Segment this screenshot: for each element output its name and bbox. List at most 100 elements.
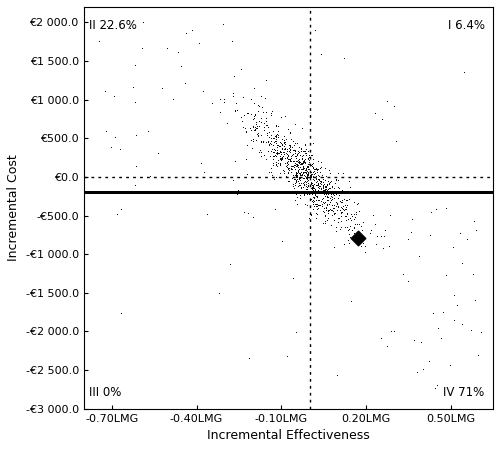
Point	[338, 196, 345, 203]
Point	[460, 68, 468, 75]
Point	[348, 226, 356, 233]
Point	[244, 110, 252, 117]
Point	[292, 158, 300, 165]
Point	[188, 26, 196, 34]
Point	[350, 198, 358, 205]
Point	[272, 133, 280, 141]
Point	[271, 137, 279, 145]
Point	[314, 189, 322, 196]
Point	[296, 172, 304, 179]
Point	[267, 168, 275, 175]
Point	[272, 132, 280, 139]
Point	[284, 156, 292, 163]
Point	[310, 184, 318, 191]
Point	[278, 141, 286, 149]
Point	[132, 163, 140, 170]
Point	[290, 275, 298, 282]
Point	[319, 199, 327, 206]
Point	[294, 159, 302, 166]
Point	[308, 162, 316, 169]
Point	[294, 167, 302, 174]
Point	[330, 185, 338, 192]
Point	[299, 151, 307, 158]
Point	[293, 172, 301, 180]
Point	[322, 185, 330, 193]
Point	[302, 166, 310, 173]
Point	[301, 200, 309, 207]
Point	[332, 191, 340, 198]
Point	[294, 175, 302, 182]
Point	[361, 242, 369, 250]
Point	[226, 260, 234, 268]
Point	[312, 165, 320, 172]
Point	[477, 328, 485, 335]
Point	[299, 184, 307, 191]
Point	[320, 194, 328, 202]
Point	[304, 152, 312, 159]
Point	[458, 320, 466, 327]
Point	[268, 155, 276, 162]
Point	[367, 226, 375, 233]
Point	[244, 171, 252, 178]
Point	[309, 183, 317, 190]
Point	[291, 149, 299, 156]
Point	[287, 164, 295, 172]
Point	[284, 160, 292, 167]
Point	[378, 115, 386, 122]
Point	[347, 217, 355, 224]
Point	[294, 147, 302, 154]
Point	[322, 191, 330, 198]
Point	[326, 184, 334, 191]
Point	[292, 172, 300, 179]
Point	[322, 182, 330, 189]
Point	[242, 155, 250, 162]
Point	[303, 176, 311, 183]
Point	[299, 164, 307, 172]
Point	[314, 201, 322, 208]
Point	[294, 156, 302, 163]
Point	[294, 158, 302, 165]
Point	[314, 187, 322, 194]
Point	[162, 44, 170, 52]
Point	[314, 180, 322, 187]
Point	[313, 211, 321, 218]
Point	[290, 159, 298, 166]
Point	[301, 172, 309, 179]
Point	[315, 185, 323, 192]
Point	[301, 177, 309, 185]
Point	[298, 160, 306, 167]
Point	[300, 158, 308, 165]
Point	[340, 240, 348, 247]
Point	[317, 177, 325, 184]
Point	[197, 159, 205, 167]
Point	[304, 169, 312, 176]
Point	[268, 145, 276, 153]
Point	[287, 136, 295, 143]
Point	[276, 152, 284, 159]
Point	[279, 166, 287, 173]
Point	[267, 138, 275, 145]
Point	[322, 187, 330, 194]
Point	[276, 159, 283, 167]
Point	[321, 186, 329, 194]
Point	[316, 185, 324, 192]
Point	[330, 204, 338, 211]
Point	[342, 216, 349, 224]
Point	[354, 240, 362, 247]
Point	[328, 183, 336, 190]
Point	[307, 151, 315, 158]
Point	[311, 170, 319, 177]
Point	[308, 184, 316, 191]
Point	[274, 143, 282, 150]
Point	[302, 167, 310, 174]
Point	[259, 139, 267, 146]
Point	[321, 176, 329, 183]
Point	[308, 156, 316, 163]
Point	[316, 183, 324, 190]
Point	[336, 208, 344, 216]
Point	[254, 132, 262, 139]
Point	[254, 130, 262, 137]
Point	[320, 190, 328, 198]
Point	[214, 289, 222, 296]
Point	[314, 202, 322, 209]
